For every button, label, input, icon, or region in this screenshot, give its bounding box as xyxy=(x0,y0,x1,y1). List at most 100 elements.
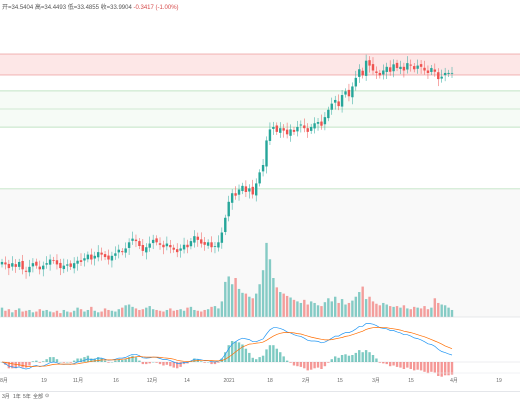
macd-histogram-bar xyxy=(364,350,368,362)
volume-bar xyxy=(248,296,251,317)
candle-body xyxy=(241,185,244,192)
volume-bar xyxy=(402,305,406,317)
candle-body xyxy=(285,129,289,135)
candle-body xyxy=(4,262,7,265)
volume-bar xyxy=(440,304,443,317)
macd-histogram-bar xyxy=(382,362,385,364)
candle-body xyxy=(169,245,172,248)
x-tick-label: 11月 xyxy=(73,378,83,384)
x-tick-label: 19 xyxy=(496,378,502,384)
timeframe-1y[interactable]: 1年 xyxy=(13,394,21,400)
macd-histogram-bar xyxy=(385,362,388,365)
volume-bar xyxy=(0,307,4,317)
volume-bar xyxy=(28,309,31,317)
x-tick-label: 19 xyxy=(41,378,47,384)
macd-histogram-bar xyxy=(409,362,412,369)
candle-body xyxy=(193,236,196,243)
volume-bar xyxy=(148,306,151,317)
ohlc-legend: 开=34.5404 高=34.4493 低=33.4855 收=33.9904 … xyxy=(2,2,179,11)
timeframe-5y[interactable]: 5年 xyxy=(23,394,31,400)
volume-bar xyxy=(179,309,182,317)
macd-histogram-bar xyxy=(7,362,11,369)
candle-body xyxy=(423,67,426,71)
macd-histogram-bar xyxy=(368,352,371,362)
volume-bar xyxy=(217,308,220,317)
candle-body xyxy=(230,193,234,203)
candle-body xyxy=(303,125,306,129)
macd-histogram-bar xyxy=(217,362,220,363)
macd-histogram-bar xyxy=(430,362,433,372)
volume-bar xyxy=(72,310,76,317)
macd-histogram-bar xyxy=(251,357,254,362)
volume-bar xyxy=(430,307,433,317)
candle-body xyxy=(200,239,203,244)
volume-bar xyxy=(96,312,100,317)
macd-histogram-bar xyxy=(200,361,203,362)
candle-body xyxy=(203,242,206,245)
candle-body xyxy=(399,66,402,70)
timeframe-all[interactable]: 全部 xyxy=(33,394,44,400)
volume-bar xyxy=(234,278,237,317)
volume-bar xyxy=(334,296,337,317)
volume-bar xyxy=(134,308,138,317)
x-tick-label: 18 xyxy=(267,378,273,384)
candle-body xyxy=(395,62,399,69)
candle-body xyxy=(93,255,96,259)
macd-histogram-bar xyxy=(76,358,79,362)
volume-bar xyxy=(227,276,230,317)
volume-bar xyxy=(182,310,186,317)
volume-bar xyxy=(399,307,402,317)
support-zone xyxy=(0,91,520,127)
macd-histogram-bar xyxy=(42,361,45,362)
volume-bar xyxy=(138,309,141,317)
macd-histogram-bar xyxy=(309,362,313,370)
macd-histogram-bar xyxy=(210,362,213,365)
volume-bar xyxy=(210,306,213,317)
candle-body xyxy=(7,263,11,269)
macd-histogram-bar xyxy=(103,360,107,362)
macd-histogram-bar xyxy=(375,358,378,362)
macd-histogram-bar xyxy=(395,362,399,367)
price-chart[interactable]: 8月 19 11月 16 12月 14 2021 18 2月 15 3月 15 4月 19 xyxy=(0,0,520,391)
candle-body xyxy=(416,65,419,69)
volume-bar xyxy=(230,284,234,317)
candle-body xyxy=(121,251,124,253)
candle-body xyxy=(42,265,45,270)
candle-body xyxy=(251,186,254,195)
timeframe-3m[interactable]: 3月 xyxy=(2,394,10,400)
candle-body xyxy=(72,263,76,269)
volume-bar xyxy=(450,309,454,317)
volume-bar xyxy=(443,305,447,317)
volume-bar xyxy=(11,312,14,317)
volume-bar xyxy=(24,310,28,317)
volume-bar xyxy=(35,311,38,317)
goto-date-icon[interactable]: ⊙ xyxy=(45,393,50,399)
volume-bar xyxy=(117,309,120,317)
volume-bar xyxy=(330,301,333,317)
x-tick-label: 4月 xyxy=(450,378,458,384)
volume-bar xyxy=(145,307,148,317)
candle-body xyxy=(275,125,279,132)
volume-bar xyxy=(162,311,165,317)
macd-layer xyxy=(0,323,520,377)
volume-bar xyxy=(254,293,258,317)
ohlc-open: 开=34.5404 xyxy=(2,5,34,11)
candle-body xyxy=(131,238,134,241)
volume-bar xyxy=(406,308,409,317)
x-tick-label: 16 xyxy=(113,378,119,384)
candle-body xyxy=(127,242,131,248)
candle-body xyxy=(378,72,382,76)
candle-body xyxy=(354,77,358,87)
macd-histogram-bar xyxy=(413,362,416,371)
candle-body xyxy=(330,103,333,110)
macd-histogram-bar xyxy=(340,355,344,362)
macd-histogram-bar xyxy=(447,362,450,376)
candle-body xyxy=(210,242,213,248)
macd-histogram-bar xyxy=(327,362,330,363)
macd-histogram-bar xyxy=(189,361,193,362)
volume-bar xyxy=(14,309,17,317)
volume-bar xyxy=(38,309,41,317)
volume-bar xyxy=(289,297,292,317)
macd-histogram-bar xyxy=(145,362,148,365)
candle-body xyxy=(220,232,224,243)
